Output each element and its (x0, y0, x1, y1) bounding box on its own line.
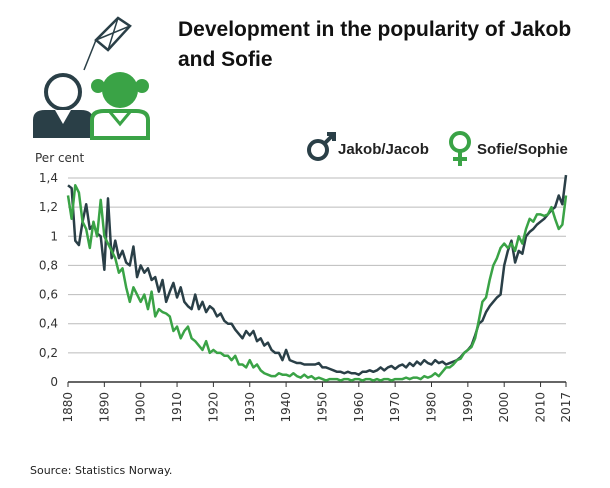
y-tick-label: 1,2 (39, 200, 58, 214)
legend-symbol (307, 132, 336, 161)
icon (33, 16, 150, 140)
x-tick-label: 1880 (61, 392, 75, 423)
x-tick-label: 1910 (170, 392, 184, 423)
chart-title: Development in the popularity of Jakob (178, 18, 571, 41)
legend-label: Sofie/Sophie (477, 141, 568, 158)
x-tick-label: 1900 (134, 392, 148, 423)
x-tick-label: 1890 (97, 392, 111, 423)
legend-symbol (449, 131, 471, 166)
x-tick-label: 1940 (279, 392, 293, 423)
y-tick-label: 1 (50, 229, 58, 243)
line (66, 184, 568, 382)
x-tick-label: 2010 (534, 392, 548, 423)
chart-title: and Sofie (178, 48, 273, 71)
x-tick-label: 1930 (243, 392, 257, 423)
line (67, 174, 568, 376)
x-tick-label: 1970 (388, 392, 402, 423)
y-axis-label: Per cent (35, 151, 85, 165)
y-tick-label: 0,6 (39, 288, 58, 302)
y-tick-label: 0,8 (39, 258, 58, 272)
source: Source: Statistics Norway. (30, 464, 172, 477)
y-tick-label: 0,4 (39, 317, 58, 331)
y-tick-label: 0 (50, 375, 58, 389)
y-tick-label: 1,4 (39, 171, 58, 185)
x-tick-label: 2000 (497, 392, 511, 423)
x-tick-label: 1950 (315, 392, 329, 423)
x-tick-label: 2017 (559, 392, 573, 423)
x-tick-label: 1980 (425, 392, 439, 423)
x-tick-label: 1960 (352, 392, 366, 423)
x-tick-label: 1990 (461, 392, 475, 423)
legend-label: Jakob/Jacob (338, 141, 429, 158)
y-tick-label: 0,2 (39, 346, 58, 360)
x-tick-label: 1920 (206, 392, 220, 423)
